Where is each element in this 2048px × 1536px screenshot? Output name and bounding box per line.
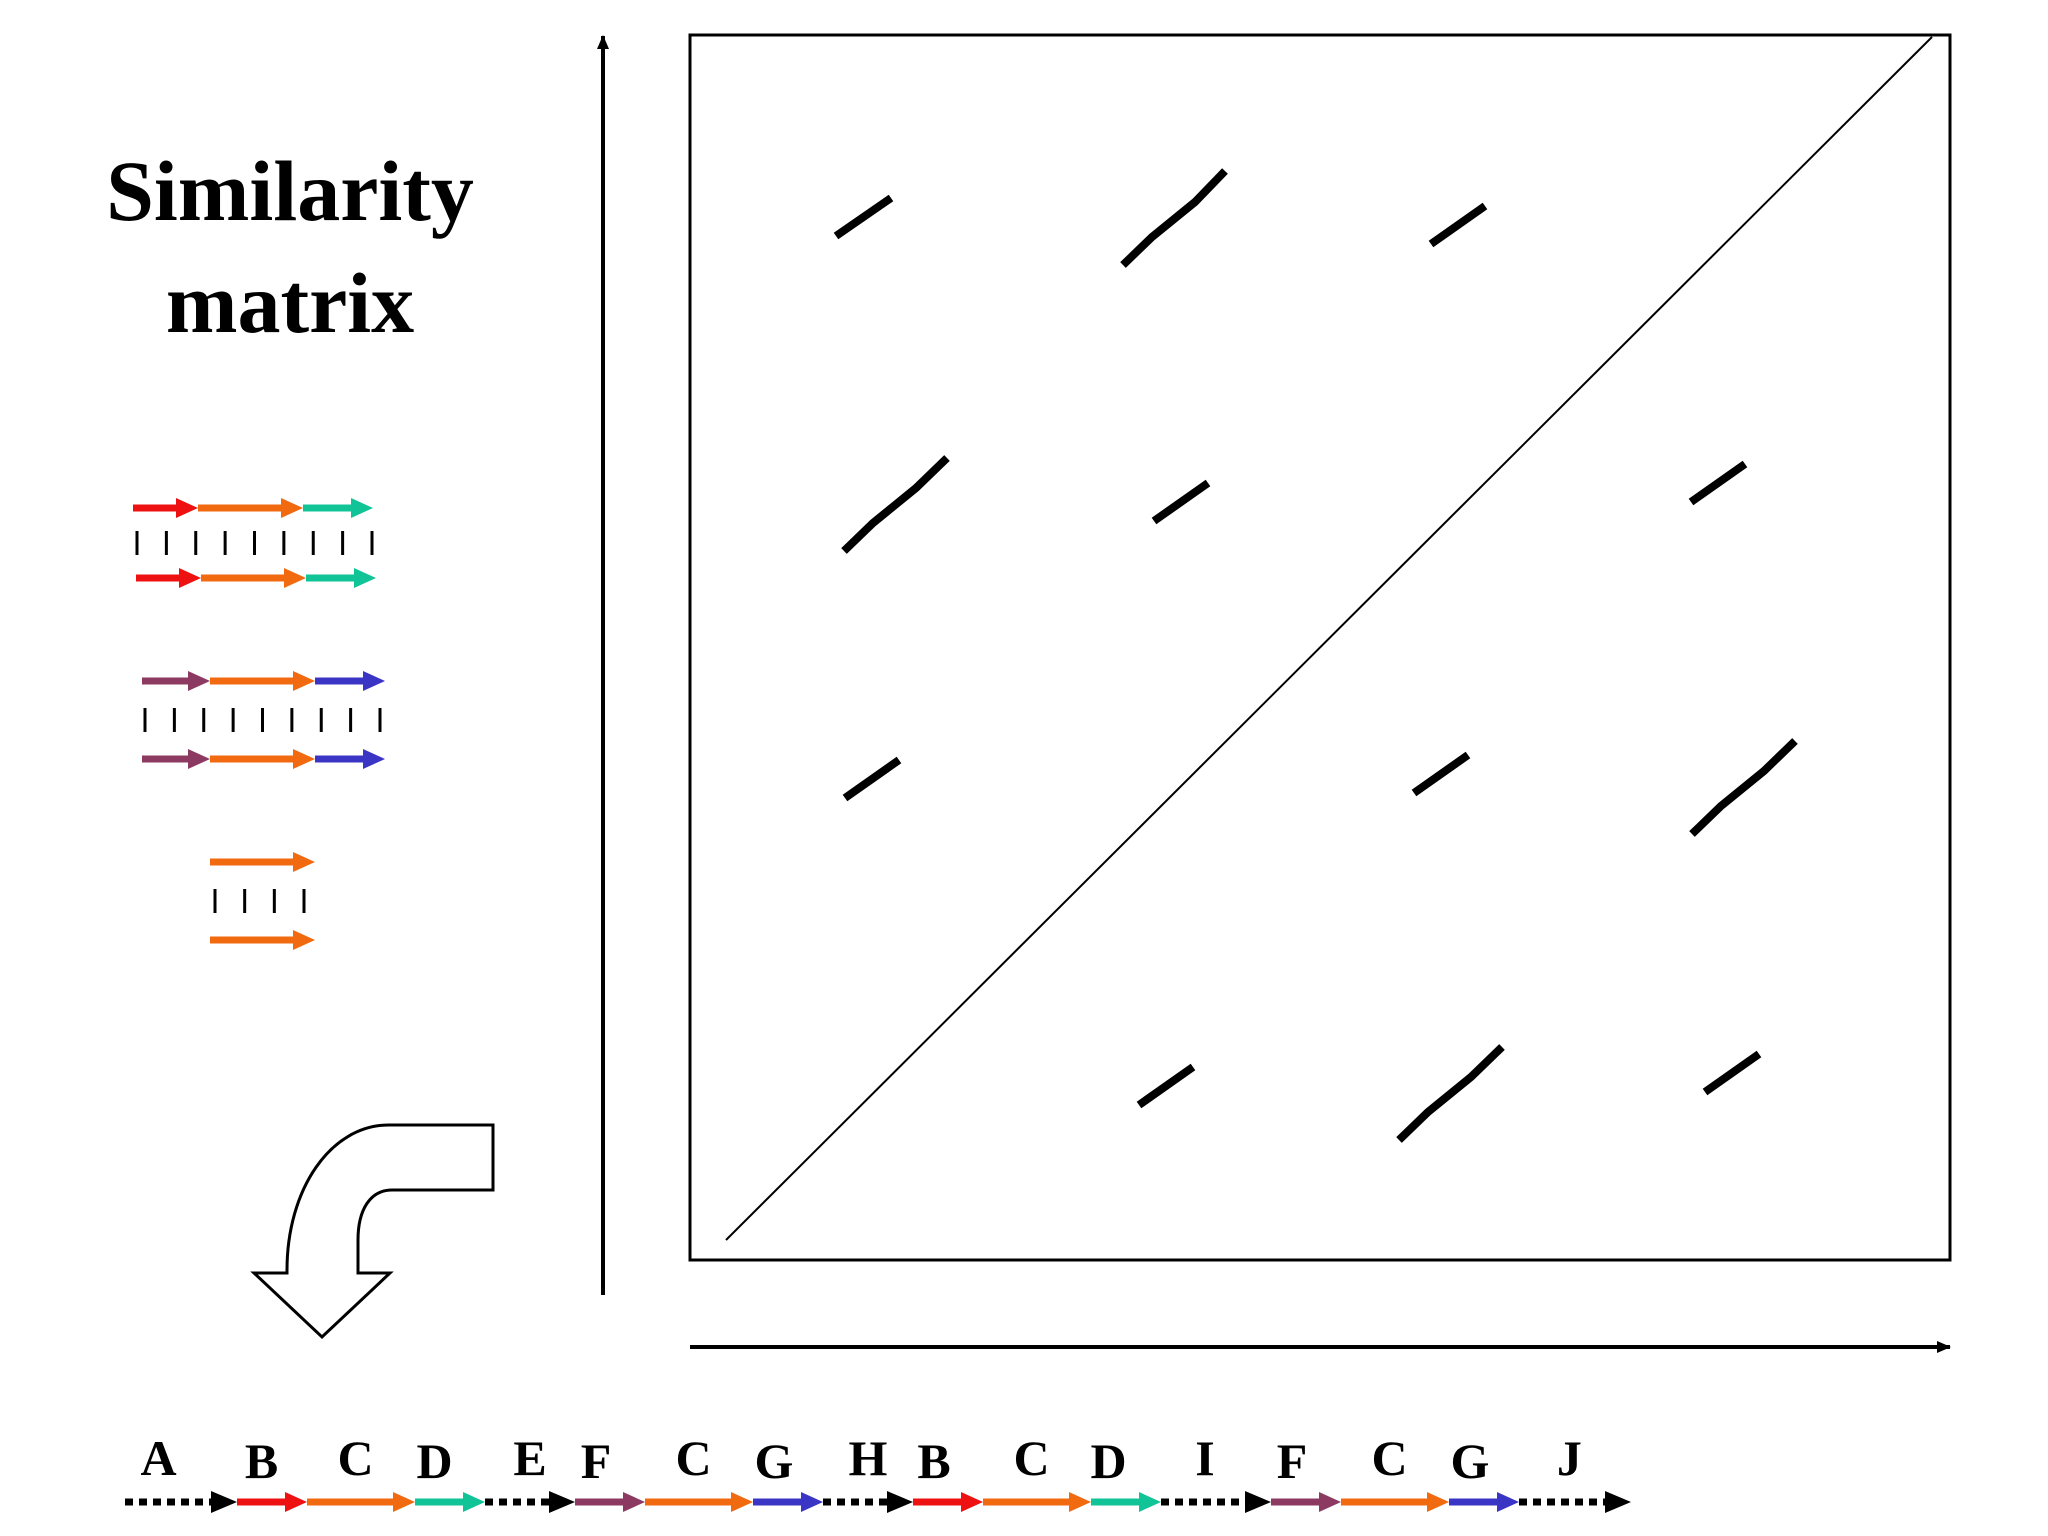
sequence-label: B: [245, 1433, 278, 1489]
legend-arrow-C: [210, 930, 315, 950]
sequence-label: D: [1090, 1433, 1126, 1489]
sequence-label: H: [849, 1430, 888, 1486]
segment-long-1: [1120, 168, 1228, 268]
sequence-gap-J: [1519, 1491, 1631, 1513]
sequence-label: C: [1014, 1430, 1050, 1486]
sequence-label: J: [1557, 1430, 1582, 1486]
legend-arrow-B: [133, 498, 198, 518]
legend-group-2: [142, 671, 385, 769]
sequence-label: C: [676, 1430, 712, 1486]
legend-group-1: [133, 498, 376, 588]
sequence-label: C: [1372, 1430, 1408, 1486]
sequence-segment-C: [307, 1492, 415, 1512]
title-line-1: Similarity: [106, 143, 474, 239]
segment-short-7: [1136, 1063, 1196, 1109]
segment-long-3: [1689, 738, 1798, 837]
segment-short-2: [1428, 202, 1488, 248]
sequence-segment-D: [1091, 1492, 1161, 1512]
legend-arrow-F: [142, 749, 210, 769]
title-line-2: matrix: [165, 255, 415, 351]
legend-arrow-D: [303, 498, 373, 518]
similarity-segments: [833, 168, 1798, 1143]
sequence-label: F: [581, 1433, 612, 1489]
alignment-legend: [133, 498, 385, 950]
sequence-segment-C: [983, 1492, 1091, 1512]
legend-arrow-B: [136, 568, 201, 588]
sequence-segment-B: [913, 1492, 983, 1512]
sequence-gap-I: [1161, 1491, 1271, 1513]
legend-arrow-C: [210, 671, 315, 691]
segment-short-5: [842, 756, 902, 802]
segment-short-4: [1688, 460, 1748, 506]
sequence-segment-G: [753, 1492, 823, 1512]
legend-arrow-C: [201, 568, 306, 588]
legend-arrow-D: [306, 568, 376, 588]
sequence-label: G: [1451, 1433, 1490, 1489]
segment-short-6: [1411, 751, 1471, 797]
legend-group-3: [210, 852, 315, 950]
sequence-gap-A: [125, 1491, 237, 1513]
legend-arrow-C: [210, 852, 315, 872]
segment-long-2: [841, 455, 950, 554]
segment-long-4: [1396, 1044, 1505, 1143]
sequence-label: F: [1277, 1433, 1308, 1489]
sequence-segment-G: [1449, 1492, 1519, 1512]
sequence-label: A: [141, 1430, 177, 1486]
segment-short-3: [1151, 479, 1211, 525]
sequence-gap-H: [823, 1491, 913, 1513]
legend-arrow-G: [315, 749, 385, 769]
legend-arrow-C: [210, 749, 315, 769]
sequence-segment-F: [1271, 1492, 1341, 1512]
diagram-title: Similarity matrix: [40, 135, 540, 359]
sequence-segment-C: [645, 1492, 753, 1512]
legend-arrow-F: [142, 671, 210, 691]
legend-arrow-G: [315, 671, 385, 691]
sequence-label: B: [917, 1433, 950, 1489]
segment-short-8: [1702, 1050, 1762, 1096]
sequence-label: D: [417, 1433, 453, 1489]
sequence-label: C: [338, 1430, 374, 1486]
sequence-segment-C: [1341, 1492, 1449, 1512]
sequence-gap-E: [485, 1491, 575, 1513]
main-diagonal: [725, 36, 1933, 1241]
sequence-segment-D: [415, 1492, 485, 1512]
sequence-segment-B: [237, 1492, 307, 1512]
curved-down-arrow-icon: [250, 1123, 495, 1340]
sequence-label: G: [755, 1433, 794, 1489]
sequence-segment-F: [575, 1492, 645, 1512]
matrix-frame: [688, 33, 1952, 1262]
legend-arrow-C: [198, 498, 303, 518]
sequence-label: I: [1195, 1430, 1214, 1486]
segment-short-1: [833, 194, 894, 240]
sequence-label: E: [513, 1430, 546, 1486]
